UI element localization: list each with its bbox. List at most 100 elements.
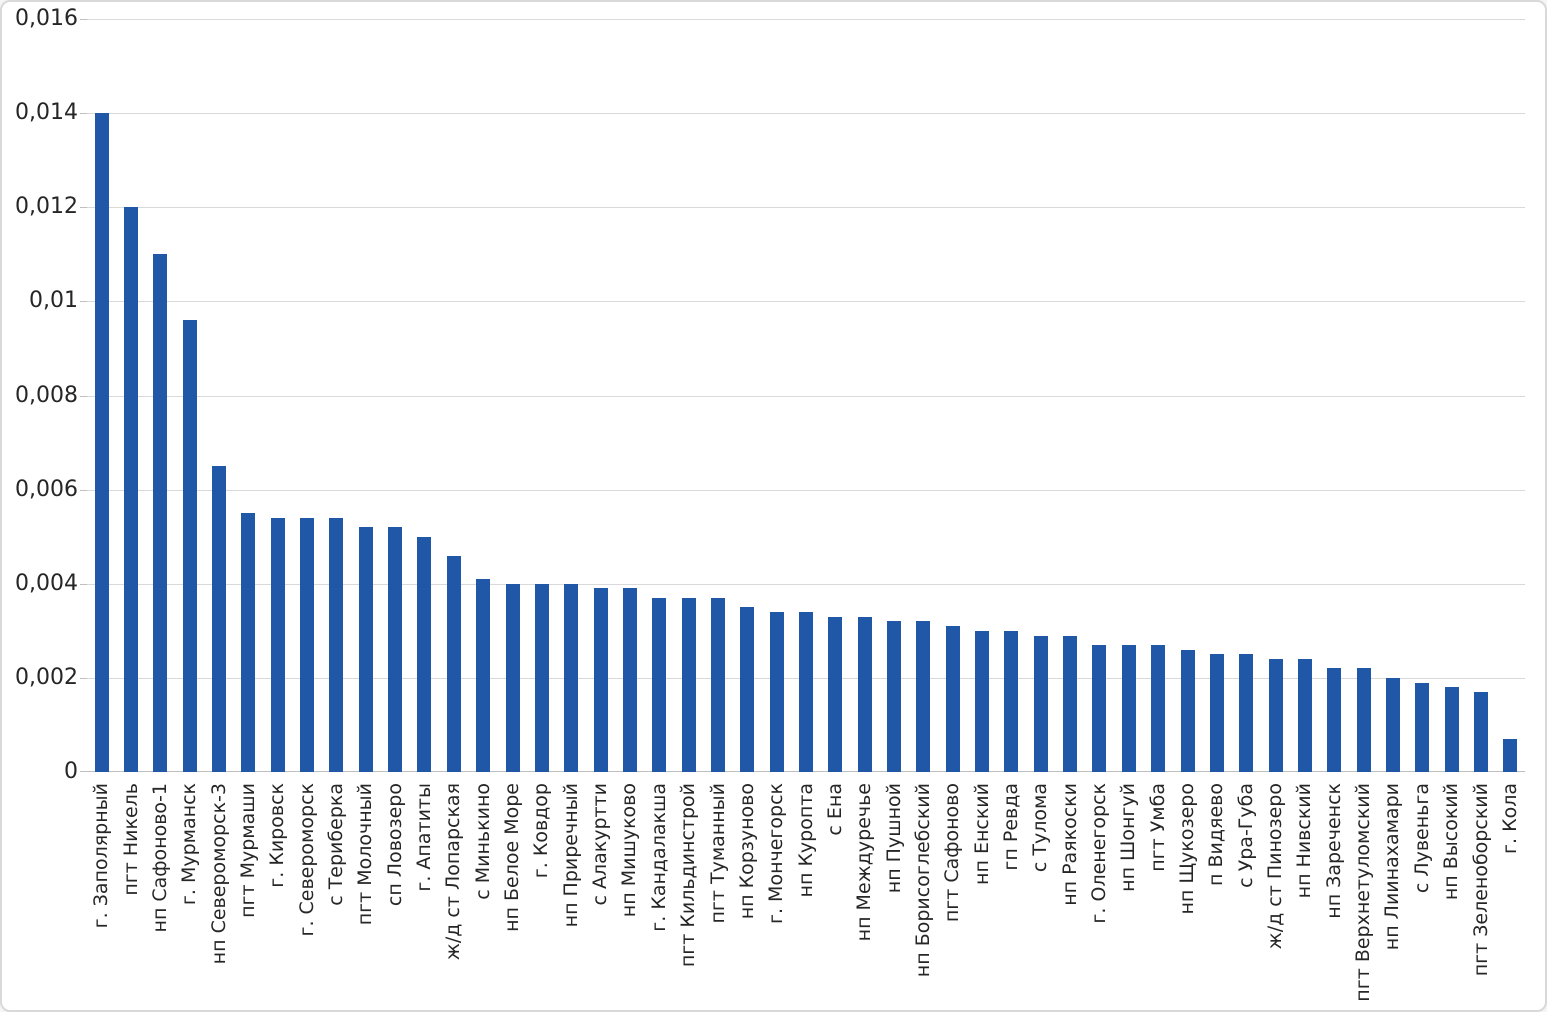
bar xyxy=(1033,635,1048,772)
x-axis-label-cell: с Тулома xyxy=(1026,783,1055,1010)
bar xyxy=(1121,644,1136,772)
x-axis-label: нп Куропта xyxy=(794,783,817,898)
x-axis-label: пгт Кильдинстрой xyxy=(677,783,700,968)
x-axis: г. Заполярный пгт Никель нп Сафоново-1 г. М… xyxy=(87,783,1525,1010)
x-axis-label-cell: пгт Молочный xyxy=(351,783,380,1010)
x-axis-label-cell: с Ена xyxy=(821,783,850,1010)
bar xyxy=(1063,635,1078,772)
x-axis-label: с Алакуртти xyxy=(589,783,612,906)
bar xyxy=(1444,687,1459,772)
x-axis-label-cell: пгт Туманный xyxy=(703,783,732,1010)
x-axis-label: нп Пушной xyxy=(882,783,905,894)
x-axis-label-cell: нп Пушной xyxy=(879,783,908,1010)
x-axis-label-cell: г. Кировск xyxy=(263,783,292,1010)
x-axis-label: г. Кировск xyxy=(266,783,289,888)
x-axis-label: п Видяево xyxy=(1205,783,1228,886)
bar xyxy=(241,513,256,772)
y-tick-mark xyxy=(80,113,87,114)
x-axis-label: г. Ковдор xyxy=(530,783,553,879)
y-axis-label: 0,014 xyxy=(15,100,78,125)
x-axis-label: нп Белое Море xyxy=(501,783,524,932)
bar xyxy=(124,207,139,772)
x-axis-label: с Минькино xyxy=(471,783,494,900)
x-axis-label: пгт Никель xyxy=(119,783,142,896)
bar xyxy=(1415,682,1430,772)
bar xyxy=(182,320,197,772)
x-axis-label-cell: нп Куропта xyxy=(791,783,820,1010)
x-axis-label-cell: г. Кандалакша xyxy=(645,783,674,1010)
x-axis-label-cell: гп Ревда xyxy=(997,783,1026,1010)
x-axis-label-cell: г. Заполярный xyxy=(87,783,116,1010)
x-axis-label: пгт Верхнетуломский xyxy=(1352,783,1375,1002)
bar xyxy=(446,555,461,772)
x-axis-label-cell: нп Белое Море xyxy=(498,783,527,1010)
x-axis-label-cell: г. Мурманск xyxy=(175,783,204,1010)
y-tick-mark xyxy=(80,771,87,772)
bar xyxy=(1180,649,1195,772)
bar xyxy=(153,254,168,772)
x-axis-label-cell: нп Корзуново xyxy=(733,783,762,1010)
x-axis-label-cell: нп Междуречье xyxy=(850,783,879,1010)
x-axis-label: г. Оленегорск xyxy=(1088,783,1110,924)
x-axis-label-cell: пгт Верхнетуломский xyxy=(1349,783,1378,1010)
bar xyxy=(1356,668,1371,772)
bar xyxy=(799,612,813,772)
x-axis-label: нп Корзуново xyxy=(735,783,758,920)
bar xyxy=(1151,644,1166,772)
x-axis-label-cell: с Лувеньга xyxy=(1408,783,1437,1010)
gridline xyxy=(87,113,1525,114)
y-axis-label: 0,002 xyxy=(15,665,78,690)
bar xyxy=(417,536,432,772)
x-axis-label: г. Заполярный xyxy=(90,783,113,929)
bar xyxy=(828,616,843,772)
x-axis-label: гп Ревда xyxy=(999,783,1022,871)
bar xyxy=(1327,668,1342,772)
y-tick-mark xyxy=(80,396,87,397)
x-axis-label: с Лувеньга xyxy=(1410,783,1433,894)
y-tick-mark xyxy=(80,19,87,20)
x-axis-label: пгт Мурмаши xyxy=(236,783,259,918)
gridline xyxy=(87,19,1525,20)
bar xyxy=(1092,644,1107,772)
bar xyxy=(1239,654,1254,772)
x-axis-label-cell: нп Приречный xyxy=(557,783,586,1010)
x-axis-label-cell: нп Высокий xyxy=(1437,783,1466,1010)
x-axis-label-cell: г. Кола xyxy=(1496,783,1525,1010)
y-tick-mark xyxy=(80,207,87,208)
x-axis-label: пгт Туманный xyxy=(706,783,729,924)
x-axis-label: нп Борисоглебский xyxy=(911,783,934,978)
x-axis-label: г. Апатиты xyxy=(413,783,436,892)
bar xyxy=(1209,654,1224,772)
x-axis-label: нп Сафоново-1 xyxy=(148,783,171,933)
bar xyxy=(358,527,373,772)
x-axis-label: нп Щукозеро xyxy=(1176,783,1199,915)
y-tick-mark xyxy=(80,584,87,585)
x-axis-label-cell: ж/д ст Лопарская xyxy=(439,783,468,1010)
x-axis-label: г. Североморск xyxy=(295,783,318,937)
bar xyxy=(975,630,990,772)
x-axis-label: с Ена xyxy=(823,783,846,836)
x-axis-label-cell: пгт Умба xyxy=(1143,783,1172,1010)
bar xyxy=(1385,677,1400,772)
bar xyxy=(388,527,403,772)
x-axis-label-cell: пгт Мурмаши xyxy=(234,783,263,1010)
x-axis-label-cell: нп Зареченск xyxy=(1320,783,1349,1010)
x-axis-label: с Териберка xyxy=(324,783,347,906)
x-axis-label: г. Мурманск xyxy=(178,783,201,906)
bar xyxy=(710,597,725,772)
bar xyxy=(1503,739,1518,772)
x-axis-label-cell: г. Апатиты xyxy=(410,783,439,1010)
x-axis-label-cell: сп Ловозеро xyxy=(380,783,409,1010)
gridline xyxy=(87,490,1525,491)
y-axis-label: 0,016 xyxy=(15,6,78,31)
x-axis-label: сп Ловозеро xyxy=(383,783,406,907)
x-axis-label-cell: с Териберка xyxy=(322,783,351,1010)
gridline xyxy=(87,584,1525,585)
bar xyxy=(1473,692,1488,772)
x-axis-label: пгт Умба xyxy=(1146,783,1169,872)
y-axis-label: 0,006 xyxy=(15,477,78,502)
bar xyxy=(564,583,579,772)
x-axis-label-cell: нп Нивский xyxy=(1290,783,1319,1010)
gridline xyxy=(87,301,1525,302)
